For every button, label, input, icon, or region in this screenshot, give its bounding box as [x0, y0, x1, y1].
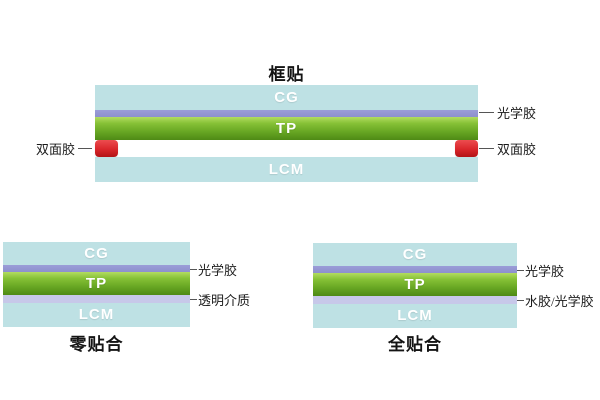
- leader-line: [190, 268, 197, 270]
- frame-lcm-layer: LCM: [95, 157, 478, 182]
- frame-oca-layer: [95, 110, 478, 117]
- frame-tp-label: TP: [275, 120, 298, 137]
- frame-oca-annotation-text: 光学胶: [497, 105, 537, 121]
- full-glue-annotation-text: 水胶/光学胶: [525, 293, 594, 309]
- frame-cg-label: CG: [274, 89, 299, 106]
- leader-line: [479, 111, 494, 113]
- leader-line: [190, 298, 197, 300]
- zero-oca-annotation-text: 光学胶: [198, 262, 238, 278]
- left-double-sided-tape-block: [95, 140, 118, 157]
- zero-transparent-medium-layer: [3, 295, 190, 303]
- frame-diagram-title: 框贴: [268, 65, 305, 84]
- zero-oca-annotation: 光学胶: [190, 262, 238, 278]
- leader-line: [479, 147, 494, 149]
- full-oca-layer: [313, 266, 517, 273]
- full-oca-annotation: 光学胶: [517, 263, 565, 279]
- full-glue-layer: [313, 296, 517, 304]
- zero-tp-label: TP: [85, 275, 108, 292]
- frame-left-tape-annotation-text: 双面胶: [36, 141, 76, 157]
- zero-lcm-layer: LCM: [3, 303, 190, 327]
- zero-cg-label: CG: [84, 245, 109, 262]
- frame-oca-annotation: 光学胶: [479, 105, 537, 121]
- leader-line: [78, 147, 93, 149]
- frame-lcm-label: LCM: [268, 161, 305, 178]
- full-diagram-caption: 全贴合: [388, 335, 442, 354]
- full-oca-annotation-text: 光学胶: [525, 263, 565, 279]
- frame-air-gap: [95, 140, 478, 157]
- full-cg-layer: CG: [313, 243, 517, 266]
- frame-tp-layer: TP: [95, 117, 478, 140]
- frame-cg-layer: CG: [95, 85, 478, 110]
- full-tp-label: TP: [404, 276, 426, 293]
- zero-medium-annotation-text: 透明介质: [198, 292, 251, 308]
- zero-tp-layer: TP: [3, 272, 190, 295]
- frame-left-tape-annotation: 双面胶: [36, 141, 93, 157]
- full-tp-layer: TP: [313, 273, 517, 296]
- zero-medium-annotation: 透明介质: [190, 292, 251, 308]
- zero-cg-layer: CG: [3, 242, 190, 265]
- frame-right-tape-annotation: 双面胶: [479, 141, 537, 157]
- full-lcm-layer: LCM: [313, 304, 517, 328]
- leader-line: [517, 299, 524, 301]
- right-double-sided-tape-block: [455, 140, 478, 157]
- full-cg-label: CG: [402, 246, 428, 263]
- zero-oca-layer: [3, 265, 190, 272]
- full-glue-annotation: 水胶/光学胶: [517, 293, 594, 309]
- full-lcm-label: LCM: [397, 307, 433, 324]
- frame-right-tape-annotation-text: 双面胶: [497, 141, 537, 157]
- zero-diagram-caption: 零贴合: [69, 335, 124, 354]
- zero-lcm-label: LCM: [78, 306, 115, 323]
- leader-line: [517, 269, 524, 271]
